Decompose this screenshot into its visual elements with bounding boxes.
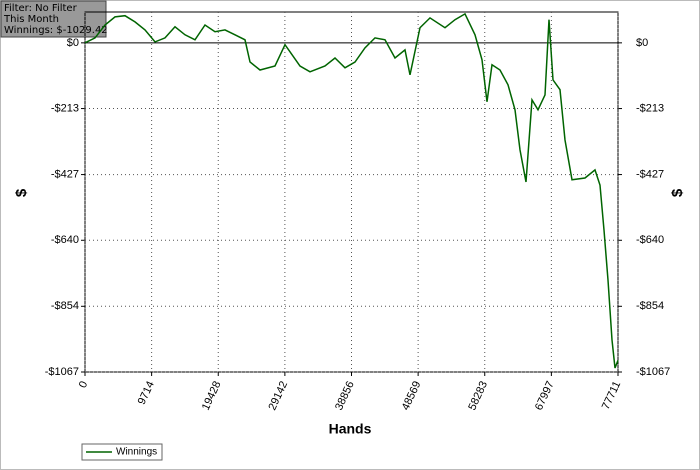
- info-box: [0, 0, 107, 38]
- y-tick-label-right: -$427: [636, 168, 664, 180]
- y-tick-label-right: -$854: [636, 300, 664, 312]
- y-axis-title: $: [13, 188, 30, 197]
- y-tick-label: -$213: [51, 102, 79, 114]
- x-axis-title: Hands: [329, 421, 372, 437]
- y-tick-label: -$1067: [45, 366, 79, 378]
- y-tick-label-right: -$1067: [636, 366, 670, 378]
- info-line: Filter: No Filter: [4, 3, 78, 14]
- series-line: [84, 12, 619, 369]
- y-tick-label: -$427: [51, 168, 79, 180]
- info-line: Winnings: $-1029.42: [4, 25, 108, 36]
- y-tick-label: -$640: [51, 234, 79, 246]
- y-tick-label-right: -$213: [636, 102, 664, 114]
- legend-label: Winnings: [116, 447, 157, 458]
- y-tick-label: $0: [67, 37, 79, 49]
- x-tick-label: 0: [77, 379, 90, 390]
- legend: [81, 443, 163, 461]
- y-tick-label: -$854: [51, 300, 79, 312]
- y-tick-label-right: -$640: [636, 234, 664, 246]
- y-tick-label-right: $0: [636, 37, 648, 49]
- y-axis-title-right: $: [669, 188, 686, 197]
- info-line: This Month: [3, 14, 59, 25]
